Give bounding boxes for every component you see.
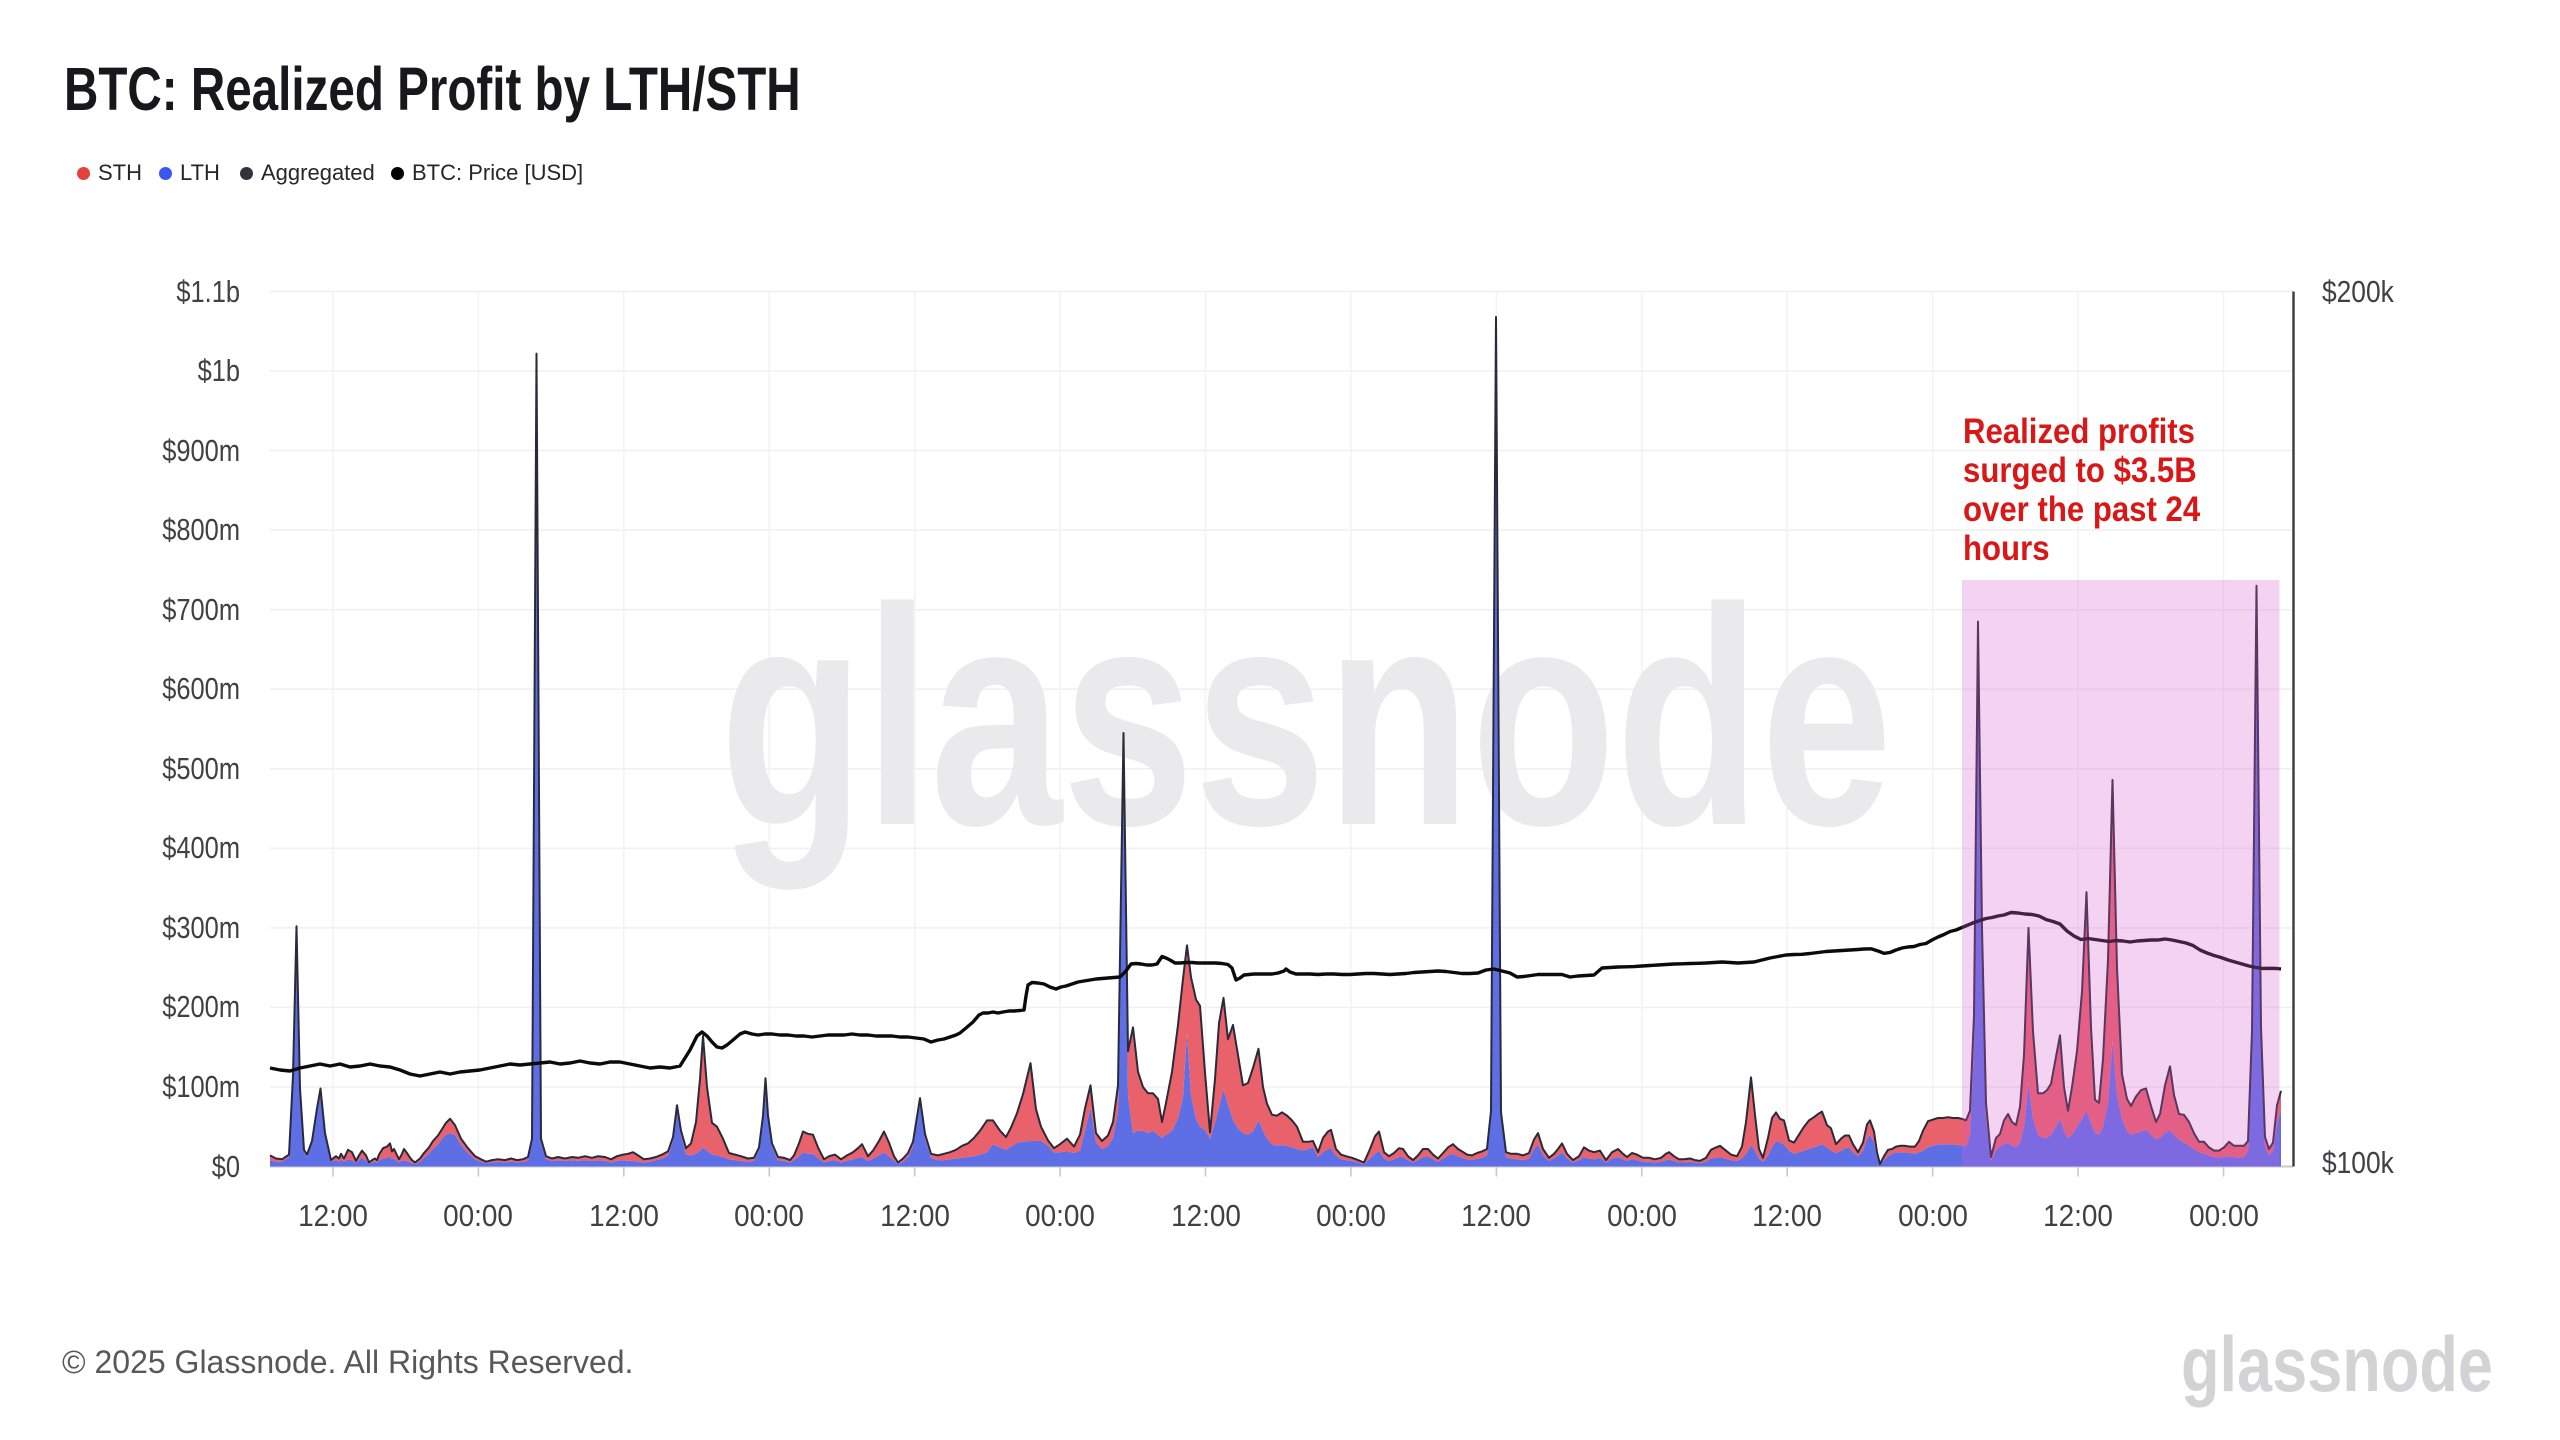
svg-text:glassnode: glassnode (2181, 1320, 2493, 1408)
svg-text:glassnode: glassnode (720, 543, 1893, 892)
